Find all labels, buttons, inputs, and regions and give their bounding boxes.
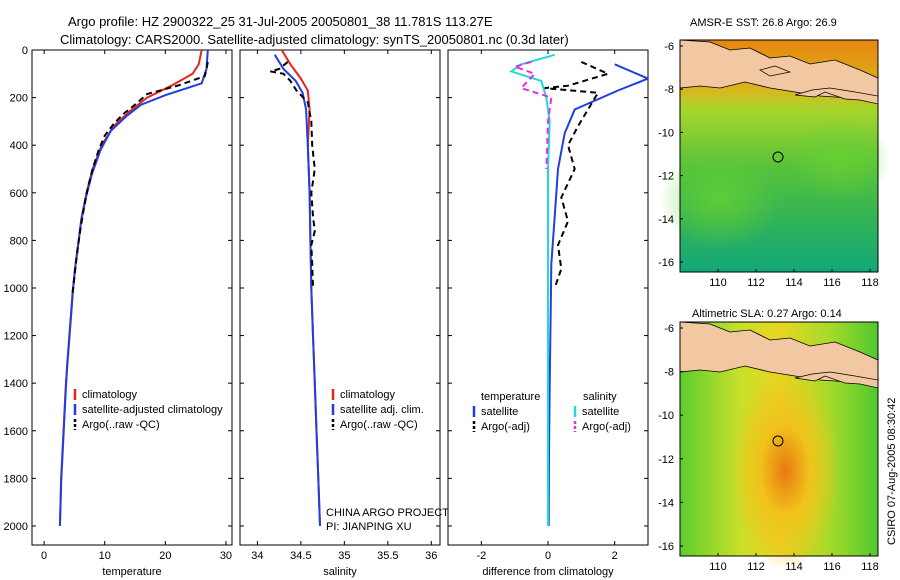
series-line [509, 53, 555, 526]
map-lat-label: -16 [658, 541, 674, 553]
series-line [270, 61, 316, 289]
map-lon-label: 118 [861, 277, 879, 289]
argo-float-marker [772, 435, 784, 447]
map-lat-label: -8 [664, 367, 674, 379]
y-tick-label: 1000 [4, 283, 28, 295]
legend-label: climatology [82, 389, 138, 401]
map-lat-label: -10 [658, 127, 674, 139]
sla-high-anomaly [730, 370, 840, 570]
sst-map-frame [679, 39, 879, 273]
legend-label: Argo(-adj) [582, 421, 631, 433]
map-lat-label: -10 [658, 410, 674, 422]
y-tick-label: 1200 [4, 331, 28, 343]
x-tick-label: 2 [612, 550, 618, 562]
sst-warm-patch [660, 150, 780, 250]
figure-title-line1: Argo profile: HZ 2900322_25 31-Jul-2005 … [68, 14, 493, 29]
salinity-frame [239, 49, 441, 546]
sst-map: AMSR-E SST: 26.8 Argo: 26.9 -6 -8 -10 -12 -1… [658, 17, 890, 289]
sla-map: Altimetric SLA: 0.27 Argo: 0.14 -6 -8 -10 -… [658, 308, 879, 573]
legend-label: satellite-adjusted climatology [82, 404, 223, 416]
series-line [547, 63, 648, 527]
x-tick-label: 36 [425, 550, 437, 562]
x-tick-label: 34.5 [290, 550, 311, 562]
x-tick-label: 35.5 [377, 550, 398, 562]
y-tick-label: 600 [10, 188, 28, 200]
series-line [71, 61, 209, 293]
difference-panel: -2 0 2 difference from climatology temperatu… [447, 49, 649, 578]
series-line [58, 50, 203, 527]
legend-label: climatology [340, 389, 396, 401]
legend-label: satellite [582, 406, 619, 418]
argo-float-marker [772, 151, 784, 163]
map-lon-label: 114 [785, 561, 803, 573]
legend-label: satellite adj. clim. [340, 404, 424, 416]
x-tick-label: 10 [99, 550, 111, 562]
map-lon-label: 112 [747, 277, 765, 289]
sst-warm-patch [790, 120, 890, 200]
y-tick-label: 200 [10, 93, 28, 105]
x-tick-label: 34 [251, 550, 263, 562]
x-axis-label: salinity [323, 566, 357, 578]
map-lat-label: -6 [664, 41, 674, 53]
x-tick-label: 35 [338, 550, 350, 562]
sla-map-frame [679, 321, 879, 557]
series-line [511, 60, 553, 170]
legend-label: Argo(..raw -QC) [340, 419, 418, 431]
map-lon-label: 114 [785, 277, 803, 289]
x-axis-label: temperature [102, 566, 161, 578]
x-tick-label: 20 [159, 550, 171, 562]
map-lat-label: -6 [664, 323, 674, 335]
legend-label: Argo(-adj) [481, 421, 530, 433]
y-tick-label: 1400 [4, 378, 28, 390]
map-lon-label: 116 [823, 277, 841, 289]
y-tick-label: 1800 [4, 473, 28, 485]
map-lon-label: 112 [747, 561, 765, 573]
legend-label: satellite [481, 406, 518, 418]
y-tick-label: 800 [10, 235, 28, 247]
x-tick-label: 30 [220, 550, 232, 562]
map-lat-label: -14 [658, 214, 674, 226]
x-axis-label: difference from climatology [482, 566, 614, 578]
figure-title-line2: Climatology: CARS2000. Satellite-adjuste… [60, 32, 569, 47]
map-lon-label: 118 [861, 561, 879, 573]
x-tick-label: 0 [41, 550, 47, 562]
legend-title: temperature [481, 391, 540, 403]
salinity-panel: 34 34.5 35 35.5 36 salinity climatology satelli… [239, 49, 449, 578]
x-tick-label: -2 [476, 550, 486, 562]
map-lat-label: -8 [664, 84, 674, 96]
y-tick-label: 1600 [4, 426, 28, 438]
temperature-frame [31, 49, 233, 546]
y-tick-label: 2000 [4, 521, 28, 533]
map-lat-label: -12 [658, 454, 674, 466]
temperature-panel: 0 10 20 30 0 200 400 600 800 1000 1200 1400 1600 1800… [4, 45, 233, 578]
series-line [58, 50, 209, 527]
series-line [273, 54, 321, 527]
project-annotation: CHINA ARGO PROJECT [326, 507, 449, 519]
map-lat-label: -12 [658, 171, 674, 183]
legend-label: Argo(..raw -QC) [82, 419, 160, 431]
madura-island [759, 65, 792, 77]
map-lat-label: -16 [658, 257, 674, 269]
sla-map-title: Altimetric SLA: 0.27 Argo: 0.14 [692, 308, 842, 320]
map-lat-label: -14 [658, 497, 674, 509]
y-tick-label: 0 [22, 45, 28, 57]
pi-annotation: PI: JIANPING XU [326, 521, 412, 533]
sst-map-title: AMSR-E SST: 26.8 Argo: 26.9 [690, 17, 837, 29]
x-tick-label: 0 [545, 550, 551, 562]
csiro-timestamp: CSIRO 07-Aug-2005 08:30:42 [886, 398, 898, 545]
series-line [280, 50, 321, 527]
map-lon-label: 116 [823, 561, 841, 573]
legend-title: salinity [583, 391, 617, 403]
series-line [544, 60, 611, 289]
y-tick-label: 400 [10, 140, 28, 152]
map-lon-label: 110 [709, 561, 727, 573]
map-lon-label: 110 [709, 277, 727, 289]
